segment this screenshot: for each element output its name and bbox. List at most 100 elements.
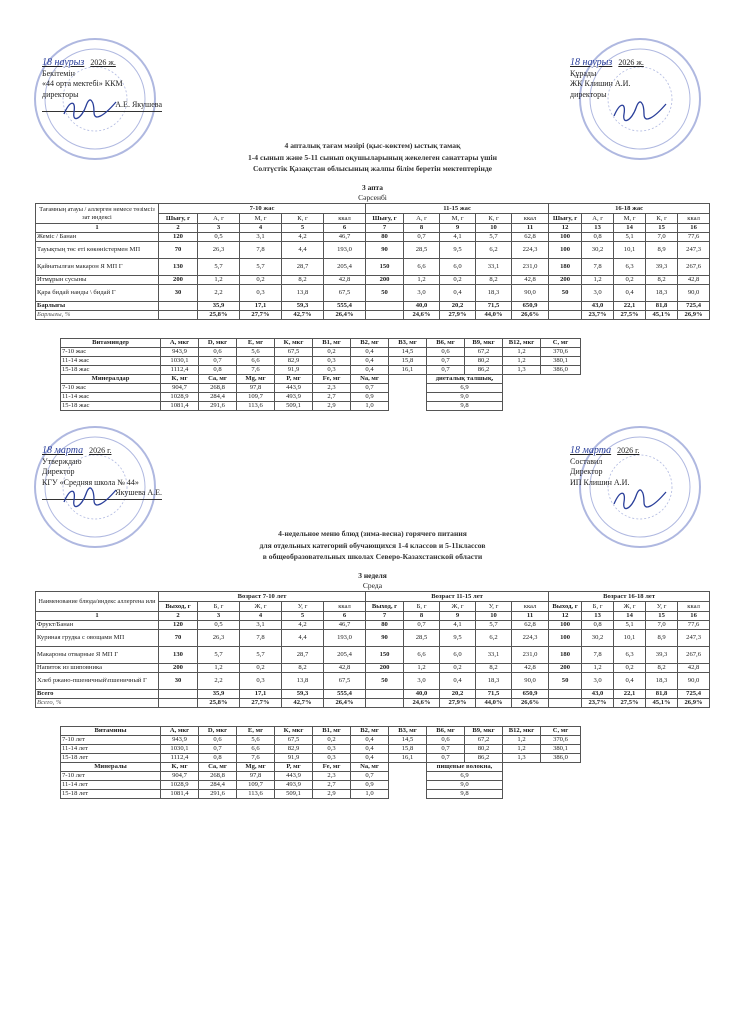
approval-line: Директор (570, 467, 603, 476)
cell-value: 0,7 (403, 232, 441, 242)
cell-value: 2,2 (197, 672, 240, 690)
approval-date: 18 марта 2026 г. (570, 445, 700, 457)
vitamin-value: 0,3 (312, 365, 351, 375)
mineral-value: 1,0 (350, 401, 389, 411)
cell-value: 9,5 (439, 629, 477, 647)
column-header: У, г (645, 601, 679, 612)
cell-value: 200 (158, 275, 198, 285)
vitamin-value: 1,2 (502, 744, 541, 754)
vitamin-value: 67,5 (274, 735, 313, 745)
percent-value: 27,5% (613, 310, 647, 320)
vitamins-title: Витаминдер (60, 338, 161, 348)
column-header: А, г (197, 213, 240, 224)
cell-value: 130 (158, 258, 198, 276)
total-value: 725,4 (677, 689, 711, 699)
cell-value: 8,2 (645, 663, 679, 673)
percent-value: 25,8% (197, 698, 240, 708)
cell-value: 0,3 (239, 284, 282, 302)
mineral-value: 113,6 (236, 401, 275, 411)
vitamin-header: B1, мг (312, 726, 351, 736)
vitamin-row: 11-14 жас 1030,1 0,7 6,6 82,9 0,3 0,4 15,8 0,7 80… (60, 356, 581, 366)
cell-value: 4,4 (281, 629, 324, 647)
age-label: 11-14 лет (60, 780, 161, 790)
cell-value: 3,0 (581, 672, 615, 690)
signer-name: А.Е. Якушева (115, 100, 162, 109)
age-label: 7-10 лет (60, 735, 161, 745)
cell-value: 130 (158, 646, 198, 664)
percent-value: 26,4% (322, 698, 367, 708)
column-number: 16 (677, 223, 711, 233)
cell-value: 247,3 (677, 241, 711, 259)
cell-value: 77,6 (677, 620, 711, 630)
cell-value: 6,6 (403, 646, 441, 664)
percent-value: 27,5% (613, 698, 647, 708)
column-header: ккал (322, 213, 367, 224)
vitamin-header: B9, мкг (464, 726, 503, 736)
column-header: М, г (239, 213, 282, 224)
cell-value: 30,2 (581, 241, 615, 259)
cell-value: 77,6 (677, 232, 711, 242)
percent-value (158, 698, 198, 708)
vitamin-header: A, мкг (160, 338, 199, 348)
menu-table: Тағамның атауы / аллерген немесе төзімсі… (35, 203, 711, 320)
dish-name: Напиток из шиповника (35, 663, 159, 673)
week-day: 3 неделя Среда (0, 571, 745, 590)
cell-value: 1,2 (403, 663, 441, 673)
vitamin-value: 943,9 (160, 735, 199, 745)
age-label: 15-18 лет (60, 789, 161, 799)
vitamin-value: 1,3 (502, 365, 541, 375)
menu-table: Наименование блюда/индекс аллергена или В… (35, 591, 711, 708)
cell-value: 10,1 (613, 629, 647, 647)
vitamin-value: 7,6 (236, 753, 275, 763)
cell-value: 10,1 (613, 241, 647, 259)
vitamin-value: 1,2 (502, 735, 541, 745)
vitamin-value: 67,2 (464, 347, 503, 357)
column-header: Б, г (403, 601, 441, 612)
week-day: 3 апта Сәрсенбі (0, 183, 745, 202)
vitamin-header-row: Витаминдер A, мкг D, мкг E, мг K, мкг B1, мг B… (60, 338, 581, 348)
minerals-title: Минералдар (60, 374, 161, 384)
vitamin-value: 0,3 (312, 356, 351, 366)
percent-row: Барлығы, % 25,8% 27,7% 42,7% 26,4% 24,6% 27,9%… (35, 310, 711, 320)
total-value: 20,2 (439, 689, 477, 699)
column-number: 4 (239, 223, 282, 233)
title-line: 1-4 сынып және 5-11 сынып оқушыларының ж… (247, 152, 498, 162)
vitamin-value: 0,8 (198, 365, 237, 375)
approval-line: ЖК Клишин А.И. (570, 79, 631, 88)
cell-value: 4,2 (281, 232, 324, 242)
approval-line: директоры (570, 89, 607, 99)
cell-value: 39,3 (645, 646, 679, 664)
cell-value: 0,4 (613, 284, 647, 302)
vitamin-value: 67,2 (464, 735, 503, 745)
dish-name: Итмұрын сусыны (35, 275, 159, 285)
vitamin-header: C, мг (540, 726, 581, 736)
vitamin-row: 7-10 лет 943,9 0,6 5,6 67,5 0,2 0,4 14,5 0,6 67,2… (60, 735, 581, 745)
percent-value: 24,6% (403, 310, 441, 320)
percent-row: Всего, % 25,8% 27,7% 42,7% 26,4% 24,6% 27,9% 44… (35, 698, 711, 708)
column-number: 1 (35, 611, 159, 621)
vitamin-value: 14,5 (388, 735, 427, 745)
cell-value: 7,8 (239, 629, 282, 647)
cell-value: 4,2 (281, 620, 324, 630)
mineral-value: 2,3 (312, 771, 351, 781)
cell-value: 0,3 (239, 672, 282, 690)
column-number: 14 (613, 223, 647, 233)
cell-value: 70 (158, 629, 198, 647)
cell-value: 2,2 (197, 284, 240, 302)
title-line: 4-недельное меню блюд (зима-весна) горяч… (278, 529, 467, 538)
vitamin-row: 15-18 лет 1112,4 0,8 7,6 91,9 0,3 0,4 16,1 0,7 86… (60, 753, 581, 763)
cell-value: 3,0 (581, 284, 615, 302)
cell-value: 5,7 (239, 646, 282, 664)
round-stamp-left (33, 425, 157, 549)
signature-left (60, 484, 120, 510)
vitamin-value: 0,7 (198, 356, 237, 366)
name-header: Тағамның атауы / аллерген немесе төзімсі… (35, 203, 159, 224)
table-row: Итмұрын сусыны 200 1,2 0,2 8,2 42,8 200 1,2 0,2 8… (35, 275, 711, 285)
mineral-value: 1081,4 (160, 789, 199, 799)
cell-value: 200 (158, 663, 198, 673)
cell-value: 205,4 (322, 646, 367, 664)
vitamin-value: 1030,1 (160, 744, 199, 754)
cell-value: 100 (548, 232, 583, 242)
vitamin-value: 0,6 (198, 735, 237, 745)
composer-block: 18 наурыз 2026 ж. Құрады ЖК Клишин А.И. дире… (570, 57, 700, 100)
